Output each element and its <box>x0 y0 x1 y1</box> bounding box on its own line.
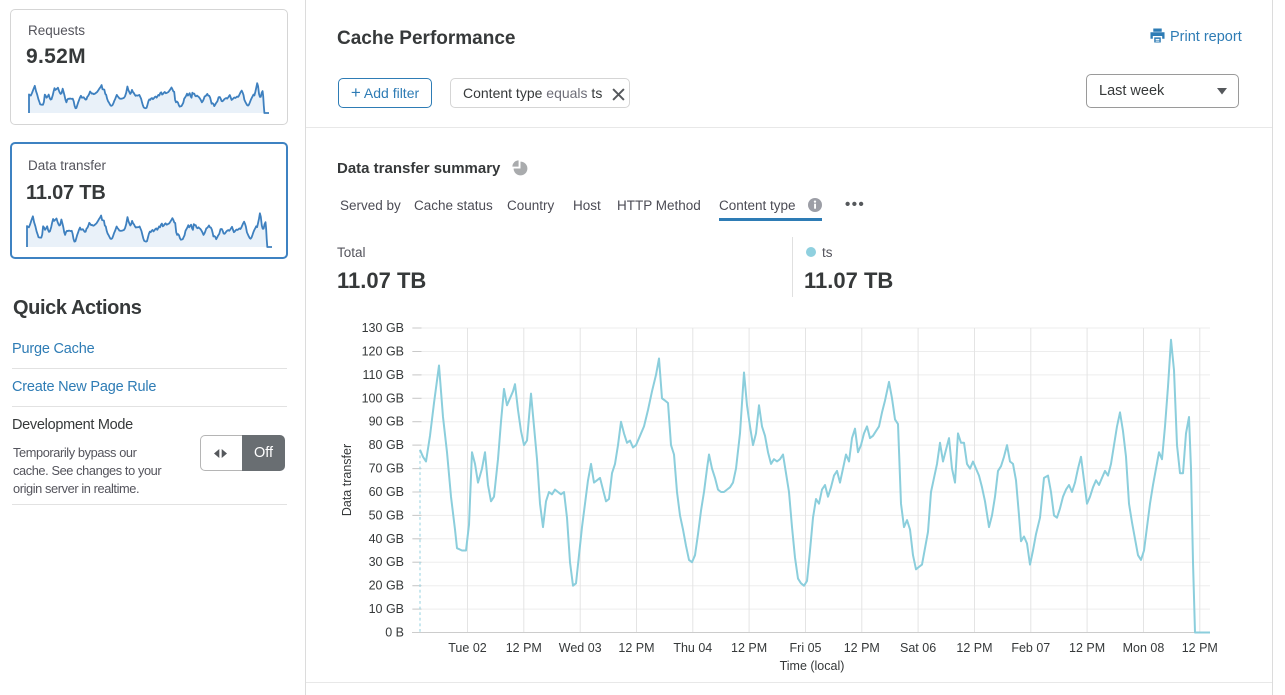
svg-text:Sat 06: Sat 06 <box>900 641 936 655</box>
svg-text:Data transfer: Data transfer <box>340 444 354 516</box>
svg-text:12 PM: 12 PM <box>1182 641 1218 655</box>
svg-text:Time (local): Time (local) <box>780 659 845 673</box>
svg-text:50 GB: 50 GB <box>369 508 404 522</box>
svg-text:120 GB: 120 GB <box>362 345 404 359</box>
svg-text:12 PM: 12 PM <box>506 641 542 655</box>
svg-text:110 GB: 110 GB <box>363 368 404 382</box>
svg-text:100 GB: 100 GB <box>362 391 404 405</box>
svg-text:80 GB: 80 GB <box>369 438 404 452</box>
svg-text:12 PM: 12 PM <box>1069 641 1105 655</box>
svg-text:12 PM: 12 PM <box>844 641 880 655</box>
svg-text:12 PM: 12 PM <box>731 641 767 655</box>
svg-text:20 GB: 20 GB <box>369 579 404 593</box>
svg-text:40 GB: 40 GB <box>369 532 404 546</box>
svg-text:70 GB: 70 GB <box>369 462 404 476</box>
svg-text:Thu 04: Thu 04 <box>673 641 712 655</box>
svg-text:Fri 05: Fri 05 <box>790 641 822 655</box>
svg-text:Feb 07: Feb 07 <box>1011 641 1050 655</box>
svg-text:10 GB: 10 GB <box>369 602 404 616</box>
svg-text:12 PM: 12 PM <box>956 641 992 655</box>
svg-text:130 GB: 130 GB <box>362 321 404 335</box>
svg-text:Tue 02: Tue 02 <box>448 641 487 655</box>
svg-text:Wed 03: Wed 03 <box>559 641 602 655</box>
svg-text:12 PM: 12 PM <box>618 641 654 655</box>
svg-text:90 GB: 90 GB <box>369 415 404 429</box>
svg-text:30 GB: 30 GB <box>369 555 404 569</box>
svg-text:60 GB: 60 GB <box>369 485 404 499</box>
svg-text:0 B: 0 B <box>385 626 404 640</box>
svg-text:Mon 08: Mon 08 <box>1123 641 1165 655</box>
